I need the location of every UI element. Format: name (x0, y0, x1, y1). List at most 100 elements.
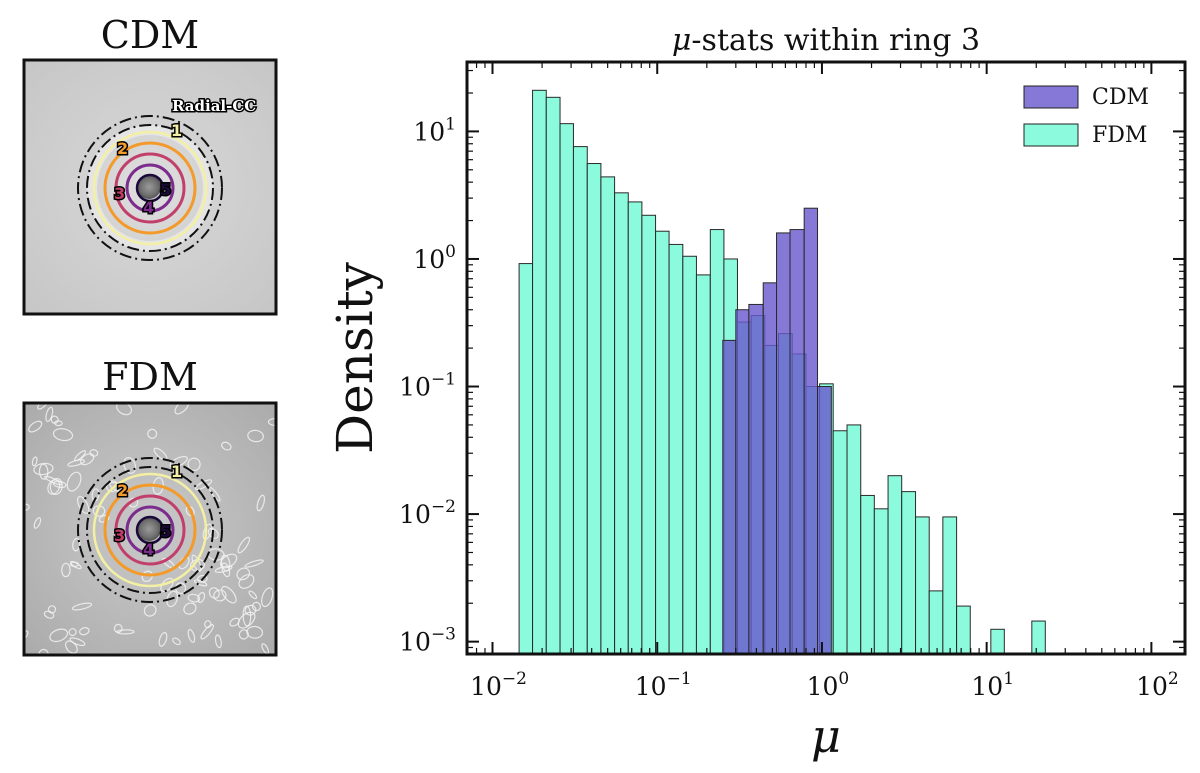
x-tick-label: 101 (971, 669, 1014, 701)
fdm-granule (69, 560, 82, 570)
fdm-bar-28 (901, 491, 917, 655)
fdm-bar-24 (846, 424, 862, 655)
fdm-ring-label-3: 3 (114, 526, 125, 545)
cdm-bar-6 (803, 207, 819, 655)
fdm-bar-27 (887, 475, 903, 655)
fdm-granule (43, 610, 55, 619)
fdm-granule (49, 628, 69, 643)
chart-title: μ-stats within ring 3 (672, 23, 980, 58)
y-tick-label: 100 (413, 242, 456, 274)
fdm-granule (242, 605, 252, 627)
fdm-granule (45, 406, 54, 423)
fdm-granule (214, 634, 222, 649)
y-tick-label: 101 (413, 114, 456, 146)
fdm-granule (213, 589, 227, 602)
fdm-granule (194, 479, 213, 491)
fdm-granule (116, 486, 128, 495)
fdm-bar-11 (668, 243, 684, 655)
fdm-bar-32 (956, 605, 971, 655)
fdm-bar-1 (532, 89, 547, 655)
fdm-ring-1 (92, 472, 208, 588)
fdm-granule (89, 449, 99, 457)
cdm-bar-5 (789, 229, 805, 655)
fdm-granule (166, 590, 179, 608)
cdm-panel: CDM 1 2 3 4 5 Radial-CC (22, 13, 278, 316)
cdm-ring-label-1: 1 (171, 121, 182, 140)
cdm-bar-2 (748, 303, 764, 655)
cdm-critical-curve-outer (77, 115, 223, 261)
fdm-granule (68, 628, 77, 637)
fdm-granule (251, 601, 261, 612)
cdm-panel-title: CDM (101, 13, 199, 57)
fdm-granule (31, 456, 38, 467)
fdm-granule (33, 462, 54, 476)
cdm-bar-0 (722, 339, 737, 655)
cdm-ring-1 (92, 130, 208, 246)
histogram-chart: μ-stats within ring 3 10−2 10−1 100 101 102 … (326, 23, 1187, 763)
legend-swatch-fdm (1023, 123, 1079, 147)
fdm-granule (69, 637, 86, 647)
fdm-bar-26 (873, 508, 889, 655)
fdm-bar-7 (614, 192, 629, 655)
fdm-bar-9 (641, 214, 657, 655)
fdm-bar-0 (518, 263, 534, 655)
legend-swatch-cdm (1023, 85, 1079, 109)
legend-label-fdm: FDM (1092, 123, 1147, 148)
fdm-bar-33 (990, 628, 1005, 655)
fdm-ring-label-2: 2 (117, 481, 128, 500)
y-tick-label: 10−2 (399, 497, 456, 529)
fdm-panel: FDM 1 2 3 4 5 (22, 355, 278, 657)
fdm-bar-25 (860, 494, 875, 655)
x-axis-label: μ (811, 709, 841, 763)
fdm-granule (33, 517, 42, 529)
cdm-lens-core (137, 175, 161, 199)
fdm-granule (143, 604, 157, 617)
x-tick-label: 100 (807, 669, 850, 701)
fdm-granule (256, 494, 266, 512)
fdm-granule (193, 579, 208, 587)
fdm-panel-frame (22, 401, 278, 657)
fdm-granule (67, 459, 86, 467)
fdm-granule (238, 574, 255, 589)
fdm-bar-14 (709, 229, 725, 655)
fdm-bar-12 (682, 255, 697, 655)
fdm-granule (66, 471, 82, 492)
fdm-granule (38, 648, 49, 655)
legend-label-cdm: CDM (1092, 85, 1149, 110)
fdm-granule (267, 418, 276, 426)
fdm-granule (28, 420, 43, 433)
x-tick-label: 102 (1136, 669, 1179, 701)
fdm-granule (219, 553, 238, 569)
fdm-bar-34 (1031, 620, 1046, 655)
radial-cc-label: Radial-CC (172, 97, 256, 115)
fdm-ring-label-5: 5 (160, 522, 171, 541)
y-axis-label: Density (326, 261, 384, 454)
cdm-bar-1 (735, 309, 750, 655)
fdm-granule (160, 577, 174, 593)
fdm-granule (209, 486, 221, 502)
cdm-ring-label-5: 5 (160, 180, 171, 199)
y-tick-labels: 10−3 10−2 10−1 100 101 (399, 114, 456, 656)
fdm-granule (236, 567, 251, 581)
fdm-panel-title: FDM (102, 355, 198, 399)
fdm-ring-label-1: 1 (171, 462, 182, 481)
fdm-granule (187, 457, 201, 472)
fdm-ring-label-4: 4 (143, 540, 154, 559)
fdm-granule (200, 624, 214, 640)
fdm-granule (246, 625, 264, 639)
fdm-granule (244, 559, 264, 568)
fdm-bar-29 (915, 516, 930, 655)
cdm-ring-2 (103, 141, 197, 235)
fdm-granule-texture (24, 403, 276, 655)
plot-frame (465, 60, 1187, 656)
x-tick-label: 10−2 (470, 669, 527, 701)
fdm-granule (207, 527, 219, 539)
x-tick-labels: 10−2 10−1 100 101 102 (470, 669, 1179, 701)
cdm-ring-5 (135, 173, 165, 203)
y-tick-label: 10−3 (399, 625, 456, 657)
fdm-granule (187, 593, 201, 603)
fdm-granule (172, 637, 181, 646)
fdm-ring-5 (135, 515, 165, 545)
fdm-bar-31 (942, 516, 958, 655)
